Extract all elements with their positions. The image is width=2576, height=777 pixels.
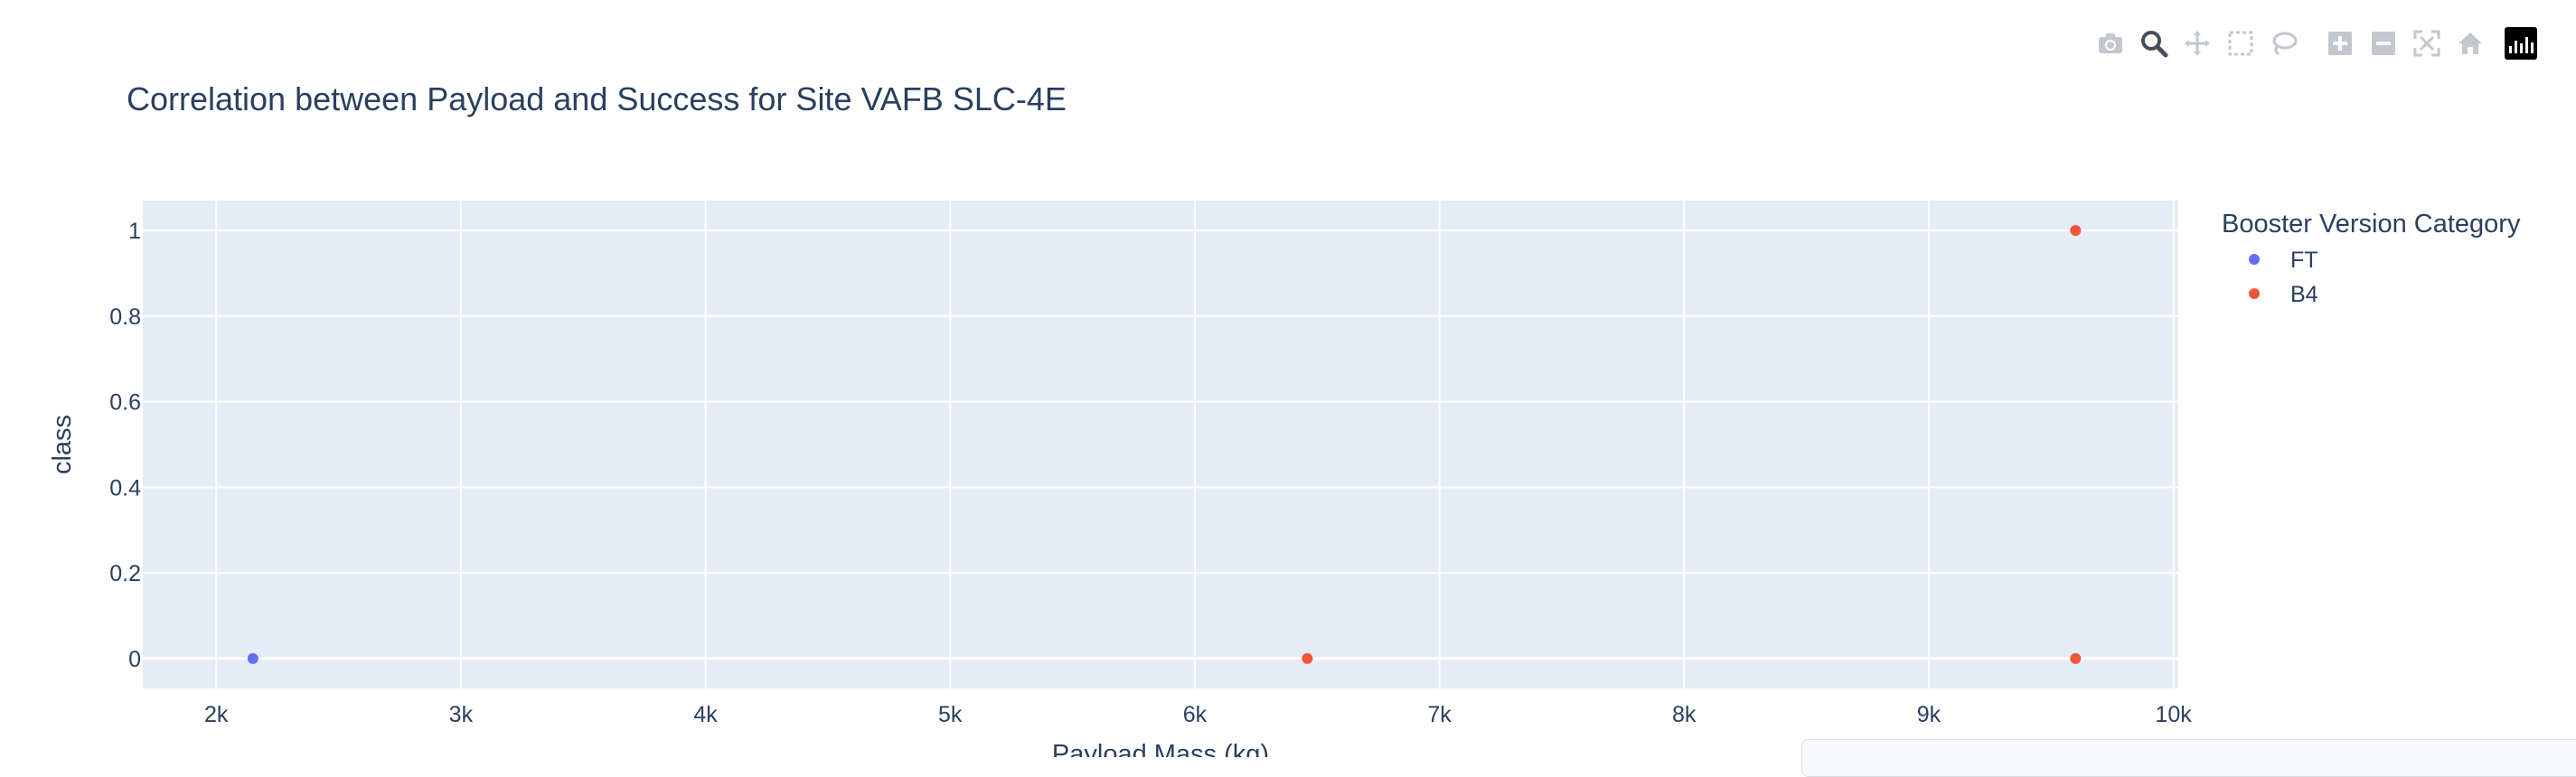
y-tick-label: 0: [128, 647, 141, 672]
legend-marker: [2249, 288, 2260, 299]
corner-panel: [1801, 739, 2576, 777]
autoscale-icon[interactable]: [2409, 25, 2445, 61]
plot-area[interactable]: [143, 201, 2178, 688]
camera-icon[interactable]: [2092, 25, 2129, 61]
zoom-in-icon[interactable]: [2322, 25, 2358, 61]
legend-label: B4: [2290, 282, 2318, 307]
y-tick-label: 0.2: [109, 561, 141, 586]
y-tick-label: 0.4: [109, 475, 141, 501]
plotly-logo-icon[interactable]: [2505, 27, 2537, 60]
y-gridlines: [143, 229, 2178, 660]
legend-marker: [2249, 254, 2260, 265]
x-axis-ticks: 2k 3k 4k 5k 6k 7k 8k 9k 10k: [204, 702, 2192, 727]
x-tick-label: 2k: [204, 702, 229, 727]
legend-label: FT: [2290, 248, 2318, 273]
x-gridlines: [215, 201, 2175, 688]
legend-item-ft[interactable]: FT: [2249, 248, 2318, 273]
data-point-b4[interactable]: [1302, 652, 1313, 664]
legend-item-b4[interactable]: B4: [2249, 282, 2318, 307]
x-tick-label: 9k: [1917, 702, 1941, 727]
lasso-icon[interactable]: [2266, 25, 2302, 61]
x-tick-label: 5k: [938, 702, 963, 727]
data-point-b4[interactable]: [2070, 652, 2082, 664]
x-axis-label: Payload Mass (kg): [1052, 740, 1269, 757]
data-point-b4[interactable]: [2070, 225, 2082, 237]
reset-axes-icon[interactable]: [2452, 25, 2488, 61]
y-axis-label: class: [48, 415, 77, 474]
x-tick-label: 3k: [449, 702, 474, 727]
y-tick-label: 0.8: [109, 304, 141, 330]
zoom-out-icon[interactable]: [2365, 25, 2402, 61]
pan-icon[interactable]: [2179, 25, 2215, 61]
x-tick-label: 4k: [693, 702, 718, 727]
y-tick-label: 1: [128, 219, 141, 244]
chart-title: Correlation between Payload and Success …: [127, 80, 1067, 117]
zoom-icon[interactable]: [2136, 25, 2172, 61]
scatter-chart: Correlation between Payload and Success …: [48, 80, 2521, 757]
data-points: [247, 225, 2082, 664]
y-axis-ticks: 0 0.2 0.4 0.6 0.8 1: [109, 219, 141, 672]
legend: Booster Version Category FT B4: [2222, 210, 2521, 307]
x-tick-label: 7k: [1427, 702, 1452, 727]
x-tick-label: 6k: [1183, 702, 1208, 727]
box-select-icon[interactable]: [2223, 25, 2259, 61]
y-tick-label: 0.6: [109, 390, 141, 416]
modebar: [2092, 25, 2537, 61]
x-tick-label: 10k: [2155, 702, 2192, 727]
data-point-ft[interactable]: [247, 652, 259, 664]
x-tick-label: 8k: [1672, 702, 1697, 727]
legend-title: Booster Version Category: [2222, 210, 2521, 239]
